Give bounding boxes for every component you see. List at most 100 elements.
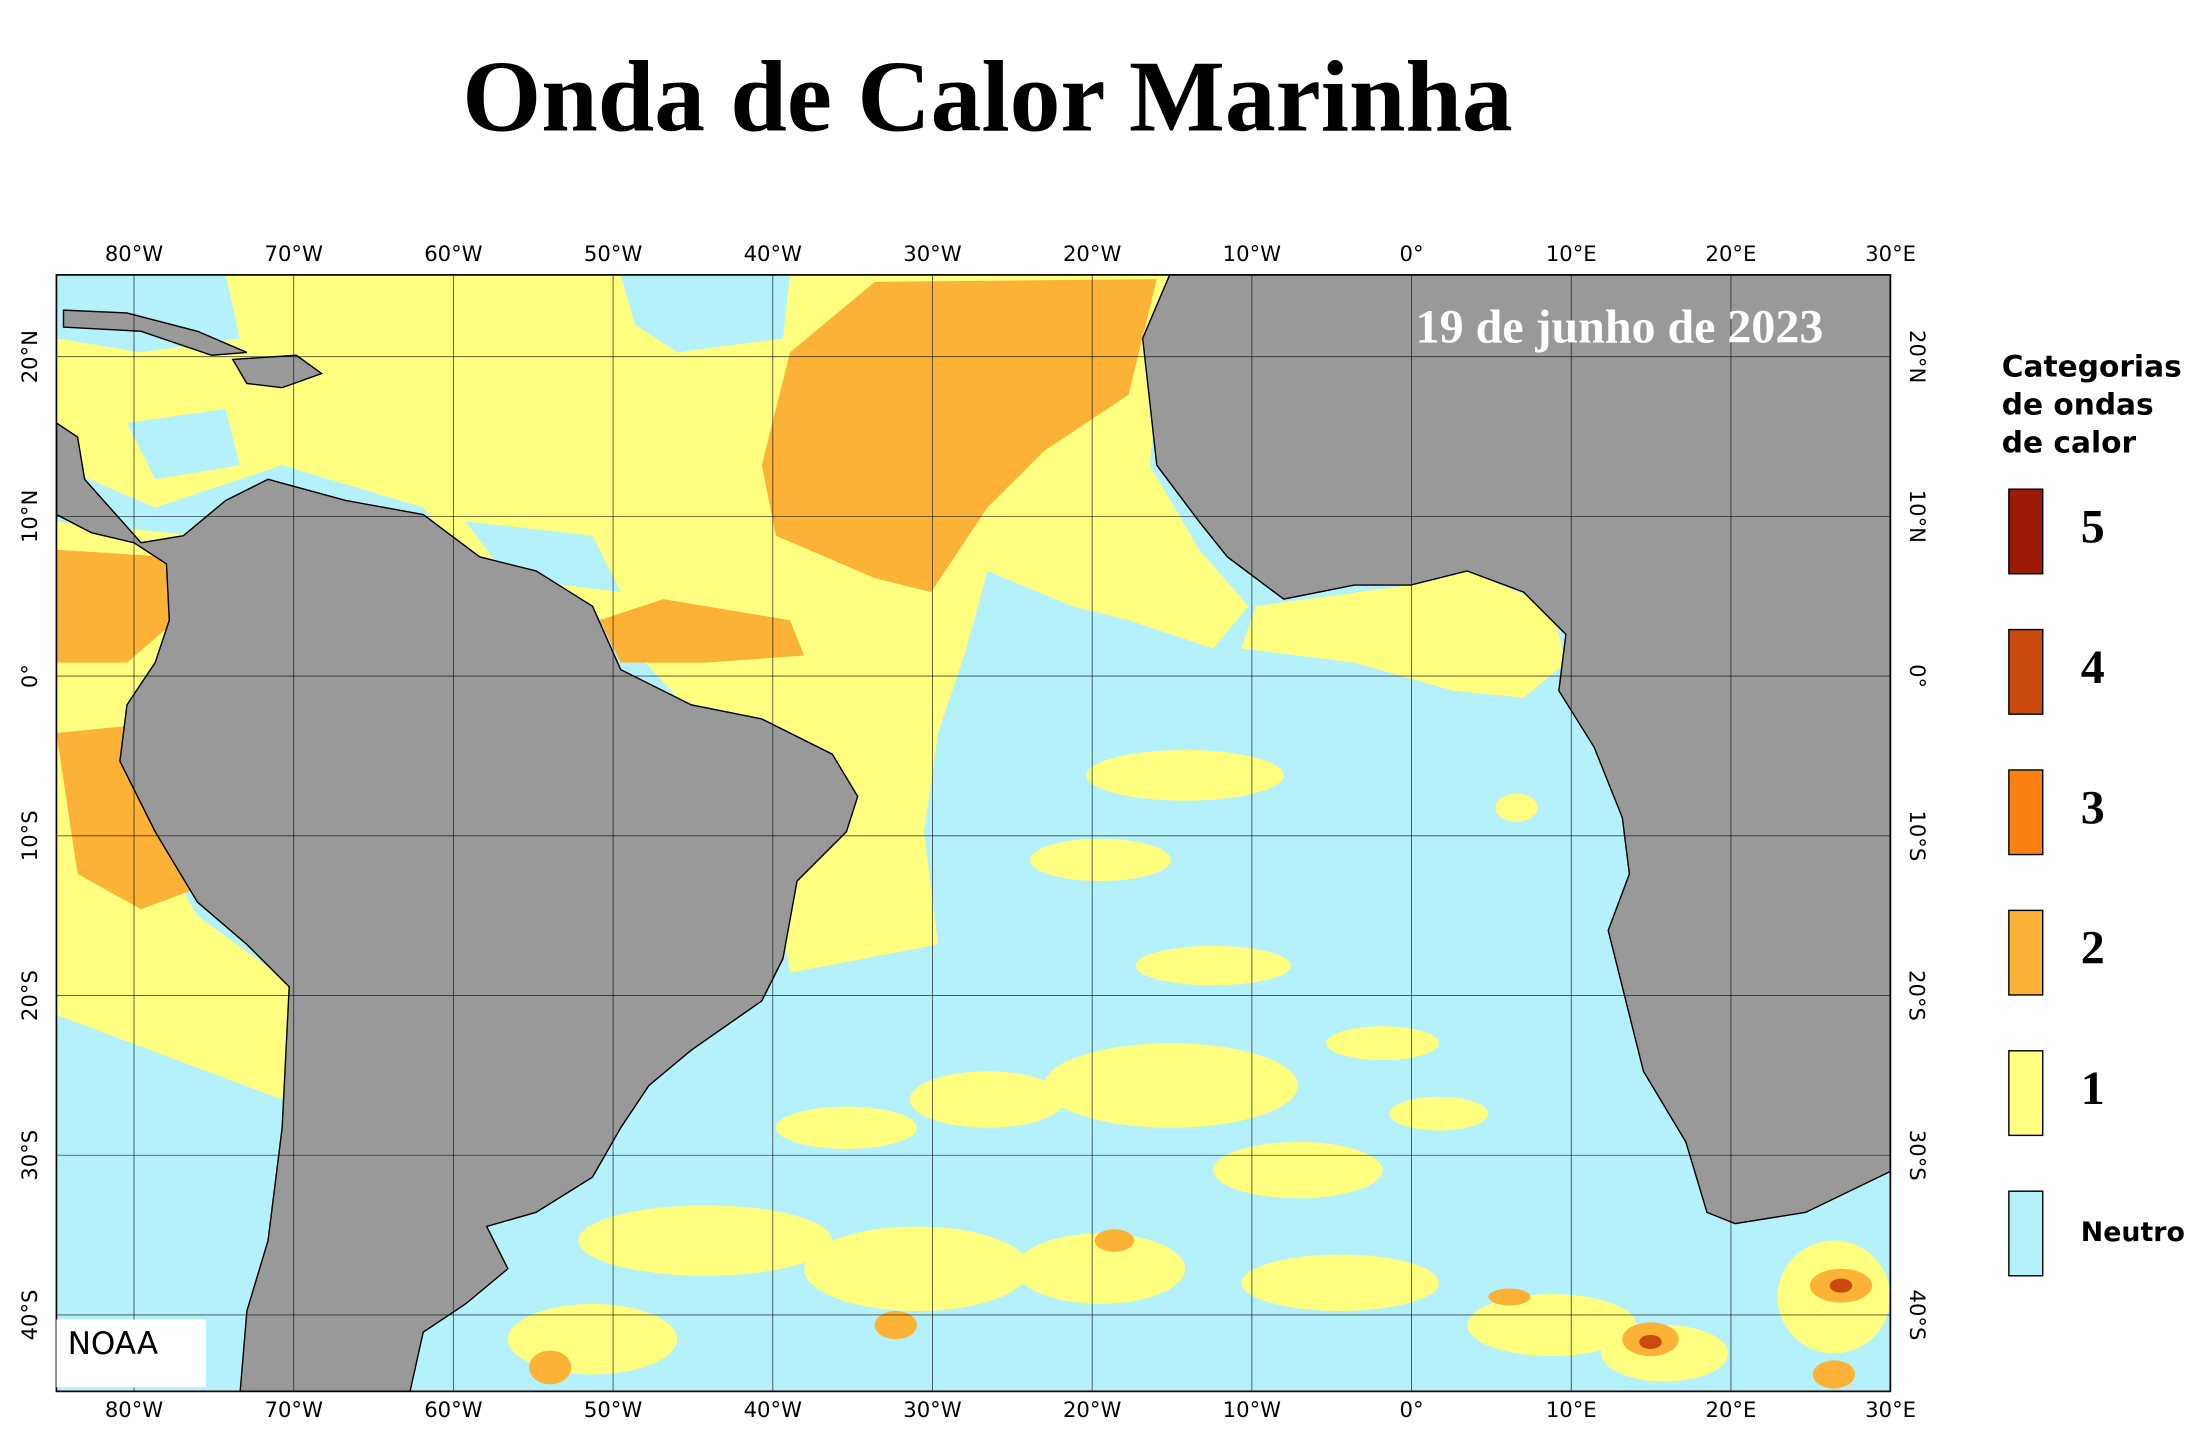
heatwave-blob: [1326, 1026, 1439, 1061]
longitude-label-top: 20°W: [1063, 241, 1121, 266]
longitude-label-top: 20°E: [1706, 241, 1757, 266]
heatwave-blob: [775, 1106, 917, 1149]
latitude-label-left: 10°S: [17, 810, 42, 861]
legend: Categorias de ondas de calor 5 4 3 2 1 Neutro: [2002, 349, 2185, 1277]
longitude-label-top: 30°W: [903, 241, 961, 266]
legend-swatch: [2008, 488, 2044, 575]
map-area: [56, 274, 1891, 1392]
longitude-label-top: 50°W: [584, 241, 642, 266]
land-cuba: [62, 309, 248, 356]
legend-label: 5: [2081, 500, 2105, 553]
legend-swatch: [2008, 1050, 2044, 1137]
longitude-label-bottom: 30°E: [1865, 1397, 1916, 1422]
heatwave-blob: [1029, 838, 1171, 882]
longitude-label-bottom: 80°W: [105, 1397, 163, 1422]
land-africa: [1141, 274, 1891, 1225]
credit-box: [56, 1319, 206, 1388]
latitude-label-left: 30°S: [17, 1130, 42, 1181]
heatwave-blob: [1135, 945, 1291, 986]
heatwave-blob: [1094, 1229, 1135, 1252]
neutral-patch: [620, 274, 790, 353]
longitude-label-top: 40°W: [744, 241, 802, 266]
longitude-label-bottom: 10°W: [1223, 1397, 1281, 1422]
latitude-label-right: 40°S: [1905, 1290, 1930, 1341]
heatwave-cat2-region: [56, 549, 177, 663]
legend-label: 2: [2081, 922, 2105, 975]
longitude-label-bottom: 30°W: [903, 1397, 961, 1422]
heatwave-blob: [874, 1311, 917, 1340]
longitude-label-top: 0°: [1400, 241, 1424, 266]
legend-label: 1: [2081, 1062, 2105, 1115]
latitude-label-left: 20°N: [17, 330, 42, 383]
legend-title: de ondas: [2002, 388, 2154, 422]
heatwave-blob: [909, 1071, 1066, 1128]
longitude-label-bottom: 20°W: [1063, 1397, 1121, 1422]
axis-labels: 80°W 80°W 70°W 70°W 60°W 60°W 50°W 50°W 40°W 40°W…: [17, 241, 1930, 1422]
latitude-label-left: 20°S: [17, 970, 42, 1021]
legend-swatch: [2008, 909, 2044, 996]
latitude-label-left: 10°N: [17, 490, 42, 543]
latitude-label-right: 20°S: [1905, 970, 1930, 1021]
legend-swatch: [2008, 769, 2044, 856]
date-label: 19 de junho de 2023: [1416, 300, 1824, 353]
land-south-america: [56, 422, 859, 1392]
longitude-label-top: 10°E: [1546, 241, 1597, 266]
heatwave-blob: [1389, 1096, 1489, 1131]
longitude-label-bottom: 40°W: [744, 1397, 802, 1422]
legend-label: Neutro: [2081, 1217, 2185, 1248]
heatwave-blob: [1213, 1141, 1383, 1199]
longitude-label-bottom: 10°E: [1546, 1397, 1597, 1422]
heatwave-blob: [804, 1226, 1030, 1312]
heatwave-blob: [1639, 1334, 1662, 1350]
heatwave-cat4-blobs: [1639, 1278, 1853, 1350]
longitude-label-top: 30°E: [1865, 241, 1916, 266]
legend-title: de calor: [2002, 426, 2137, 460]
heatwave-cat2-region: [761, 279, 1157, 593]
heatwave-cat2-blobs: [529, 1229, 1873, 1389]
heatwave-blob: [1043, 1043, 1298, 1128]
longitude-label-top: 70°W: [265, 241, 323, 266]
legend-label: 4: [2081, 641, 2105, 694]
latitude-label-right: 0°: [1905, 664, 1930, 688]
graticule: [56, 274, 1892, 1392]
legend-label: 3: [2081, 781, 2105, 834]
neutral-patch: [465, 521, 621, 593]
latitude-label-left: 40°S: [17, 1290, 42, 1341]
latitude-label-right: 10°N: [1905, 490, 1930, 543]
credit: NOAA: [68, 1326, 158, 1362]
heatwave-cat2-region: [599, 599, 805, 663]
heatwave-cat1-region: [1241, 570, 1566, 698]
latitude-label-left: 0°: [17, 664, 42, 688]
latitude-label-right: 10°S: [1905, 810, 1930, 861]
longitude-label-top: 80°W: [105, 241, 163, 266]
heatwave-cat2-region: [56, 726, 198, 910]
map-frame: [55, 274, 1892, 1393]
longitude-label-bottom: 60°W: [424, 1397, 482, 1422]
longitude-label-top: 10°W: [1223, 241, 1281, 266]
title: Onda de Calor Marinha: [462, 40, 1512, 152]
heatwave-blob: [1495, 793, 1538, 822]
heatwave-cat1-region: [56, 521, 297, 1100]
heatwave-blob: [1829, 1278, 1853, 1293]
heatwave-blob: [1812, 1360, 1856, 1389]
legend-swatch: [2008, 1190, 2044, 1277]
heatwave-blob: [578, 1205, 833, 1276]
heatwave-blob: [1015, 1233, 1185, 1304]
heatwave-blob: [529, 1350, 572, 1385]
heatwave-blob: [1467, 1294, 1637, 1357]
longitude-label-bottom: 0°: [1400, 1397, 1424, 1422]
heatwave-blob: [1241, 1254, 1439, 1312]
latitude-label-right: 20°N: [1905, 330, 1930, 383]
latitude-label-right: 30°S: [1905, 1130, 1930, 1181]
land-hispaniola: [231, 354, 324, 389]
legend-swatch: [2008, 628, 2044, 715]
longitude-label-bottom: 70°W: [265, 1397, 323, 1422]
heatwave-blob: [1488, 1288, 1531, 1306]
longitude-label-bottom: 20°E: [1706, 1397, 1757, 1422]
heatwave-blob: [1086, 749, 1284, 801]
longitude-label-top: 60°W: [424, 241, 482, 266]
legend-title: Categorias: [2002, 349, 2182, 383]
longitude-label-bottom: 50°W: [584, 1397, 642, 1422]
